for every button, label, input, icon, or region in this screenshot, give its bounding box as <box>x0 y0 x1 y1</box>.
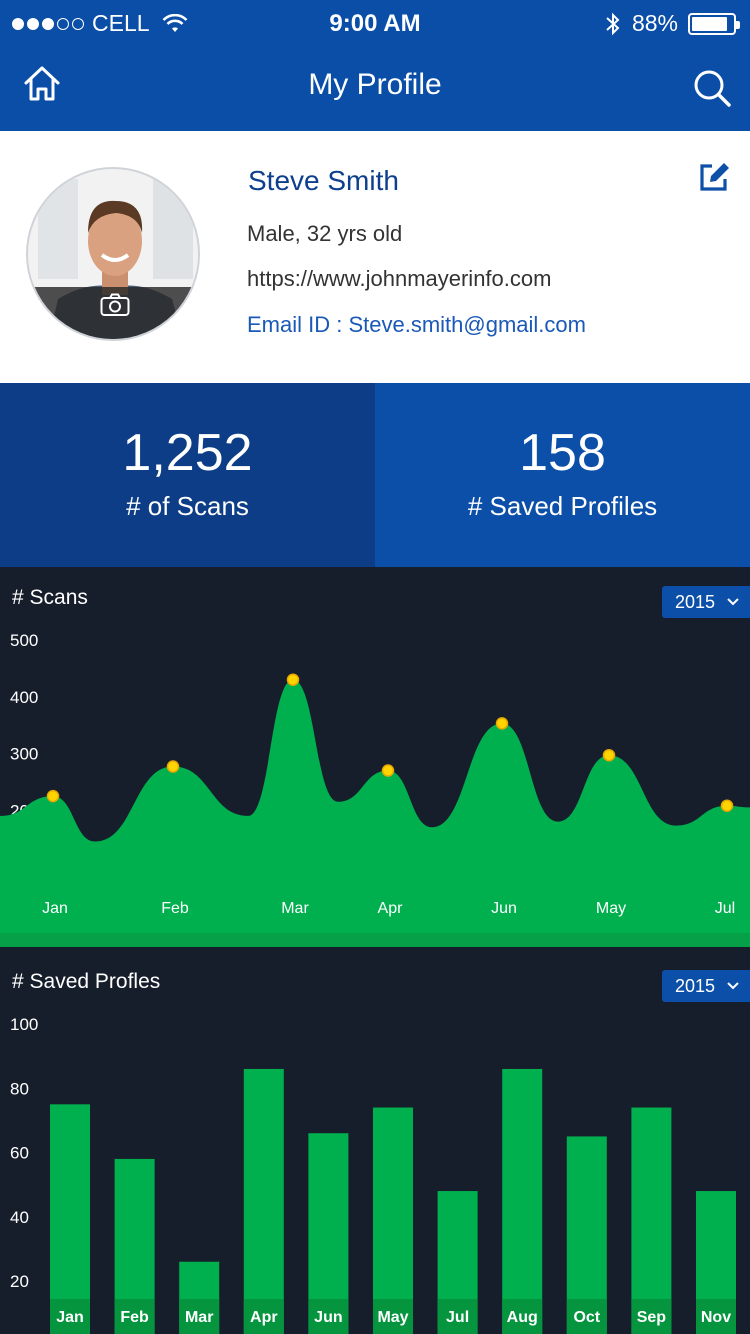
y-tick-label: 20 <box>10 1272 29 1291</box>
bar[interactable] <box>50 1104 90 1334</box>
x-tick-label: May <box>596 900 626 917</box>
page-title: My Profile <box>308 68 442 101</box>
wifi-icon <box>162 13 187 32</box>
x-tick-label: Mar <box>185 1309 213 1326</box>
data-point-marker[interactable] <box>166 760 180 773</box>
bar-label-band <box>373 1299 413 1334</box>
scans-year-value: 2015 <box>675 591 716 612</box>
battery-icon <box>688 12 740 35</box>
stat-saved-label: # Saved Profiles <box>467 491 658 521</box>
scans-chart: 100200300400500JanFebMarAprJunMayJul <box>0 631 750 947</box>
bar-label-band <box>502 1299 543 1334</box>
y-tick-label: 80 <box>10 1079 29 1098</box>
x-tick-label: Jul <box>715 900 735 917</box>
x-tick-label: Aug <box>507 1309 538 1326</box>
profile-card: Steve Smith Male, 32 yrs old https://www… <box>0 131 750 383</box>
bar[interactable] <box>631 1107 672 1334</box>
bar-label-band <box>631 1299 672 1334</box>
data-point-marker[interactable] <box>381 764 395 777</box>
profile-name: Steve Smith <box>248 165 399 196</box>
saved-chart-title: # Saved Profles <box>12 970 161 993</box>
battery-percent: 88% <box>631 10 678 36</box>
x-tick-label: Jan <box>56 1309 84 1326</box>
x-tick-label: Jan <box>42 900 68 917</box>
stat-saved-profiles[interactable]: 158 # Saved Profiles <box>375 383 750 567</box>
nav-bar: My Profile <box>0 44 750 131</box>
stats-row: 1,252 # of Scans 158 # Saved Profiles <box>0 383 750 567</box>
x-tick-label: May <box>377 1309 408 1326</box>
bar-label-band <box>696 1299 736 1334</box>
saved-year-value: 2015 <box>675 975 716 996</box>
search-icon[interactable] <box>692 68 732 108</box>
data-point-marker[interactable] <box>46 789 60 803</box>
profile-email[interactable]: Email ID : Steve.smith@gmail.com <box>247 312 586 337</box>
scans-year-select[interactable]: 2015 <box>662 586 750 618</box>
profile-gender-age: Male, 32 yrs old <box>247 221 403 246</box>
x-tick-label: Jun <box>491 900 517 917</box>
chevron-down-icon <box>727 982 739 990</box>
scans-area <box>0 679 750 947</box>
saved-profiles-chart-panel: 20 40 60 80 100 Jan Feb Mar Apr Jun May Jul Aug Oct Se… <box>0 947 750 1334</box>
bar[interactable] <box>243 1068 284 1334</box>
stat-saved-value: 158 <box>519 424 606 482</box>
x-tick-label: Oct <box>573 1309 600 1326</box>
saved-profiles-chart: 20 40 60 80 100 Jan Feb Mar Apr Jun May Jul Aug Oct Se… <box>10 1015 736 1334</box>
scans-area-base <box>0 933 750 947</box>
bar[interactable] <box>502 1068 543 1334</box>
bar-label-band <box>179 1299 220 1334</box>
x-tick-label: Apr <box>250 1309 278 1326</box>
data-point-marker[interactable] <box>602 748 616 762</box>
avatar-overlay <box>28 287 198 339</box>
data-point-marker[interactable] <box>286 673 300 686</box>
chevron-down-icon <box>727 598 739 606</box>
status-bar: CELL 9:00 AM 88% <box>0 0 750 44</box>
x-tick-label: Nov <box>701 1309 731 1326</box>
carrier-label: CELL <box>92 10 150 36</box>
x-tick-label: Feb <box>120 1309 149 1326</box>
stat-scans-value: 1,252 <box>122 424 253 482</box>
scans-chart-panel: 100200300400500JanFebMarAprJunMayJul # S… <box>0 567 750 947</box>
bar-label-band <box>114 1299 155 1334</box>
y-tick-label: 40 <box>10 1208 29 1227</box>
avatar[interactable] <box>26 167 200 341</box>
bar-label-band <box>243 1299 284 1334</box>
x-tick-label: Mar <box>281 900 309 917</box>
data-point-marker[interactable] <box>495 717 509 730</box>
edit-icon[interactable] <box>698 161 730 193</box>
bar-label-band <box>308 1299 349 1334</box>
bluetooth-icon <box>606 12 620 35</box>
x-tick-label: Sep <box>637 1309 667 1326</box>
status-time: 9:00 AM <box>329 10 421 37</box>
home-icon[interactable] <box>22 64 62 104</box>
bar-label-band <box>50 1299 90 1334</box>
scans-chart-title: # Scans <box>12 586 88 609</box>
bar-label-band <box>437 1299 478 1334</box>
top-bar: CELL 9:00 AM 88% My Profile <box>0 0 750 131</box>
x-tick-label: Apr <box>378 900 404 917</box>
x-tick-label: Feb <box>161 900 189 917</box>
y-tick-label: 60 <box>10 1144 29 1163</box>
status-right: 88% <box>604 10 740 37</box>
y-tick-label: 300 <box>10 745 38 764</box>
status-left: CELL <box>12 10 188 37</box>
stat-scans-label: # of Scans <box>126 491 249 521</box>
y-tick-label: 500 <box>10 631 38 650</box>
data-point-marker[interactable] <box>720 799 734 812</box>
profile-website[interactable]: https://www.johnmayerinfo.com <box>247 266 552 291</box>
x-tick-label: Jul <box>446 1309 469 1326</box>
y-tick-label: 400 <box>10 688 38 707</box>
saved-year-select[interactable]: 2015 <box>662 970 750 1002</box>
y-tick-label: 100 <box>10 1015 38 1034</box>
signal-strength-icon <box>12 17 84 30</box>
bar-label-band <box>566 1299 607 1334</box>
x-tick-label: Jun <box>314 1309 342 1326</box>
stat-scans[interactable]: 1,252 # of Scans <box>0 383 375 567</box>
camera-icon[interactable] <box>100 293 130 317</box>
bar[interactable] <box>373 1107 413 1334</box>
